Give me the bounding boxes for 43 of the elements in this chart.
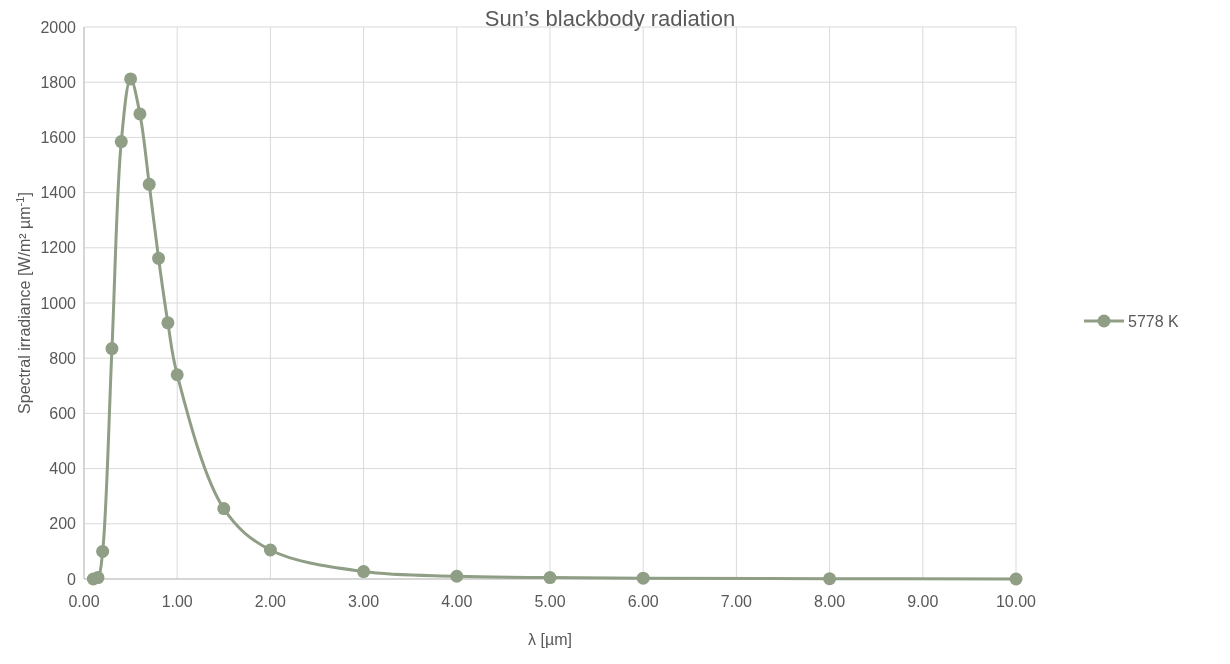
y-tick-label: 400: [49, 460, 77, 478]
point: [105, 342, 119, 356]
y-tick-label: 1400: [40, 184, 77, 202]
y-tick-label: 200: [49, 515, 77, 533]
y-tick-label: 600: [49, 405, 77, 422]
point: [91, 571, 105, 585]
point: [124, 72, 138, 86]
y-tick-label: 0: [67, 570, 77, 588]
point: [823, 572, 837, 586]
x-tick-label: 9.00: [907, 593, 939, 610]
point: [357, 565, 371, 579]
point: [170, 368, 184, 382]
y-tick-label: 1800: [40, 73, 77, 91]
x-tick-label: 7.00: [720, 593, 753, 610]
y-tick-label: 1000: [40, 294, 77, 312]
x-tick-label: 8.00: [814, 593, 846, 610]
point: [450, 569, 464, 583]
point: [96, 544, 110, 558]
point: [161, 316, 175, 330]
x-tick-label: 2.00: [254, 593, 287, 610]
chart-title: Sun’s blackbody radiation: [484, 6, 736, 31]
y-tick-label: 2000: [40, 18, 77, 36]
point: [1009, 572, 1023, 586]
y-tick-label: 800: [49, 349, 77, 367]
x-tick-label: 3.00: [348, 593, 380, 610]
x-axis-title: λ [µm]: [528, 631, 572, 648]
legend-label: 5778 K: [1128, 312, 1180, 330]
x-tick-label: 4.00: [441, 593, 473, 610]
point: [114, 135, 128, 149]
point: [142, 177, 156, 191]
point: [152, 251, 166, 265]
x-tick-label: 10.00: [995, 593, 1037, 610]
x-tick-label: 0.00: [68, 593, 100, 610]
y-tick-label: 1200: [40, 239, 77, 257]
point: [543, 571, 557, 585]
x-tick-label: 1.00: [161, 593, 193, 610]
x-tick-label: 5.00: [534, 593, 566, 610]
x-tick-label: 6.00: [627, 593, 659, 610]
y-tick-label: 1600: [40, 129, 77, 146]
point: [217, 502, 231, 516]
point: [263, 543, 277, 557]
point: [636, 571, 650, 585]
point: [133, 107, 147, 121]
